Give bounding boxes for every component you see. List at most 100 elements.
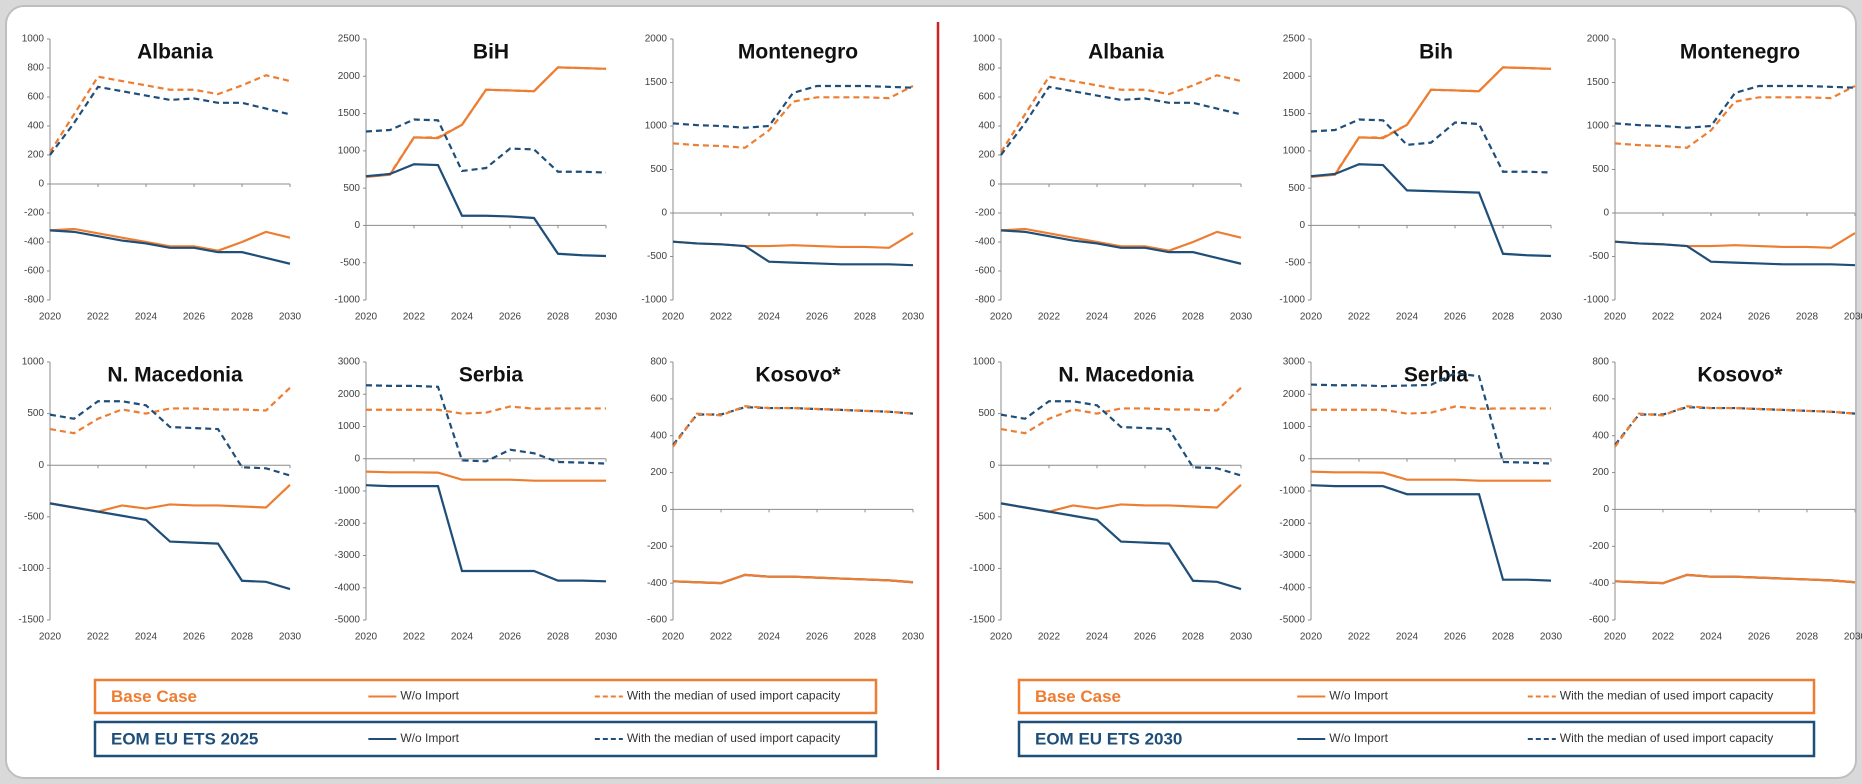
x-tick-label: 2020 — [1604, 312, 1627, 323]
series-line — [365, 66, 607, 179]
y-tick-label: -500 — [24, 511, 44, 522]
y-tick-label: -600 — [1589, 615, 1609, 626]
y-tick-label: 0 — [1603, 208, 1609, 219]
x-tick-label: 2020 — [1300, 632, 1323, 643]
legend-label: W/o Import — [400, 689, 459, 703]
x-tick-label: 2020 — [1604, 632, 1627, 643]
y-tick-label: 0 — [661, 504, 667, 515]
y-tick-label: 500 — [1288, 183, 1305, 194]
y-tick-label: -1000 — [1279, 486, 1305, 497]
y-tick-label: -200 — [647, 541, 667, 552]
y-tick-label: 0 — [1299, 453, 1305, 464]
y-tick-label: -2000 — [1279, 518, 1305, 529]
y-tick-label: 800 — [1592, 357, 1609, 368]
series-line — [672, 240, 914, 267]
y-tick-label: 3000 — [338, 357, 361, 368]
y-tick-label: 600 — [650, 393, 667, 404]
x-tick-label: 2030 — [595, 632, 618, 643]
y-tick-label: -500 — [1589, 251, 1609, 262]
x-tick-label: 2028 — [547, 632, 570, 643]
series-line — [1311, 405, 1551, 415]
series-line — [1614, 84, 1856, 129]
x-tick-label: 2022 — [1038, 312, 1061, 323]
x-tick-label: 2030 — [1230, 632, 1253, 643]
x-tick-label: 2030 — [902, 312, 925, 323]
y-tick-label: 400 — [978, 121, 995, 132]
y-tick-label: 1000 — [338, 421, 361, 432]
x-tick-label: 2026 — [806, 632, 829, 643]
frame — [5, 5, 1857, 779]
y-tick-label: -500 — [340, 257, 360, 268]
y-tick-label: 0 — [38, 460, 44, 471]
series-line — [1614, 240, 1856, 267]
x-tick-label: 2020 — [1300, 312, 1323, 323]
y-tick-label: 2000 — [1283, 389, 1306, 400]
x-tick-label: 2028 — [547, 312, 570, 323]
y-tick-label: 600 — [978, 92, 995, 103]
y-tick-label: 400 — [650, 430, 667, 441]
x-tick-label: 2024 — [451, 632, 474, 643]
x-tick-label: 2022 — [87, 312, 110, 323]
y-tick-label: -1000 — [18, 563, 44, 574]
y-tick-label: 1000 — [973, 34, 996, 45]
series-line — [365, 163, 607, 258]
series-line — [1310, 372, 1552, 465]
y-tick-label: 200 — [1592, 467, 1609, 478]
y-tick-label: 2000 — [338, 389, 361, 400]
x-tick-label: 2026 — [806, 312, 829, 323]
x-tick-label: 2022 — [1652, 312, 1675, 323]
x-tick-label: 2030 — [1230, 312, 1253, 323]
series-line — [672, 84, 914, 149]
x-tick-label: 2024 — [1700, 632, 1723, 643]
y-tick-label: 2000 — [338, 71, 361, 82]
legend-label: W/o Import — [1329, 731, 1388, 745]
x-tick-label: 2022 — [710, 632, 733, 643]
x-tick-label: 2028 — [1492, 632, 1515, 643]
y-tick-label: 200 — [27, 150, 44, 161]
y-tick-label: -5000 — [1279, 615, 1305, 626]
legend-box — [1017, 678, 1816, 715]
y-tick-label: 1500 — [1587, 77, 1610, 88]
y-tick-label: -500 — [647, 251, 667, 262]
legend-label: W/o Import — [1329, 689, 1388, 703]
y-tick-label: 0 — [1299, 220, 1305, 231]
legend-heading: Base Case — [1035, 687, 1121, 706]
series-line — [1614, 84, 1856, 149]
chart-title: Albania — [137, 41, 213, 64]
x-tick-label: 2024 — [1396, 632, 1419, 643]
x-tick-label: 2024 — [1700, 312, 1723, 323]
y-tick-label: 1000 — [645, 121, 668, 132]
y-tick-label: 2000 — [1587, 34, 1610, 45]
y-tick-label: 2500 — [338, 34, 361, 45]
x-tick-label: 2028 — [1796, 632, 1819, 643]
series-line — [1614, 406, 1856, 446]
x-tick-label: 2024 — [1086, 312, 1109, 323]
y-tick-label: 0 — [989, 179, 995, 190]
x-tick-label: 2026 — [183, 632, 206, 643]
chart-title: Bih — [1419, 41, 1453, 64]
y-tick-label: 1000 — [973, 357, 996, 368]
y-tick-label: -3000 — [334, 550, 360, 561]
y-tick-label: 400 — [1592, 430, 1609, 441]
y-tick-label: 1500 — [1283, 108, 1306, 119]
chart-title: Montenegro — [738, 41, 858, 64]
x-tick-label: 2020 — [355, 632, 378, 643]
x-tick-label: 2024 — [758, 312, 781, 323]
y-tick-label: 400 — [27, 121, 44, 132]
legend-heading: Base Case — [111, 687, 197, 706]
y-tick-label: -1000 — [1583, 295, 1609, 306]
chart-title: Kosovo* — [755, 364, 841, 387]
series-line — [1310, 66, 1552, 179]
y-tick-label: 500 — [343, 183, 360, 194]
y-tick-label: -600 — [24, 266, 44, 277]
x-tick-label: 2030 — [595, 312, 618, 323]
x-tick-label: 2026 — [1748, 312, 1771, 323]
y-tick-label: 800 — [650, 357, 667, 368]
y-tick-label: -1000 — [334, 486, 360, 497]
chart-title: Kosovo* — [1697, 364, 1783, 387]
y-tick-label: 600 — [1592, 393, 1609, 404]
chart-title: N. Macedonia — [107, 364, 243, 387]
legend-box — [93, 678, 878, 715]
y-tick-label: 1000 — [1283, 145, 1306, 156]
